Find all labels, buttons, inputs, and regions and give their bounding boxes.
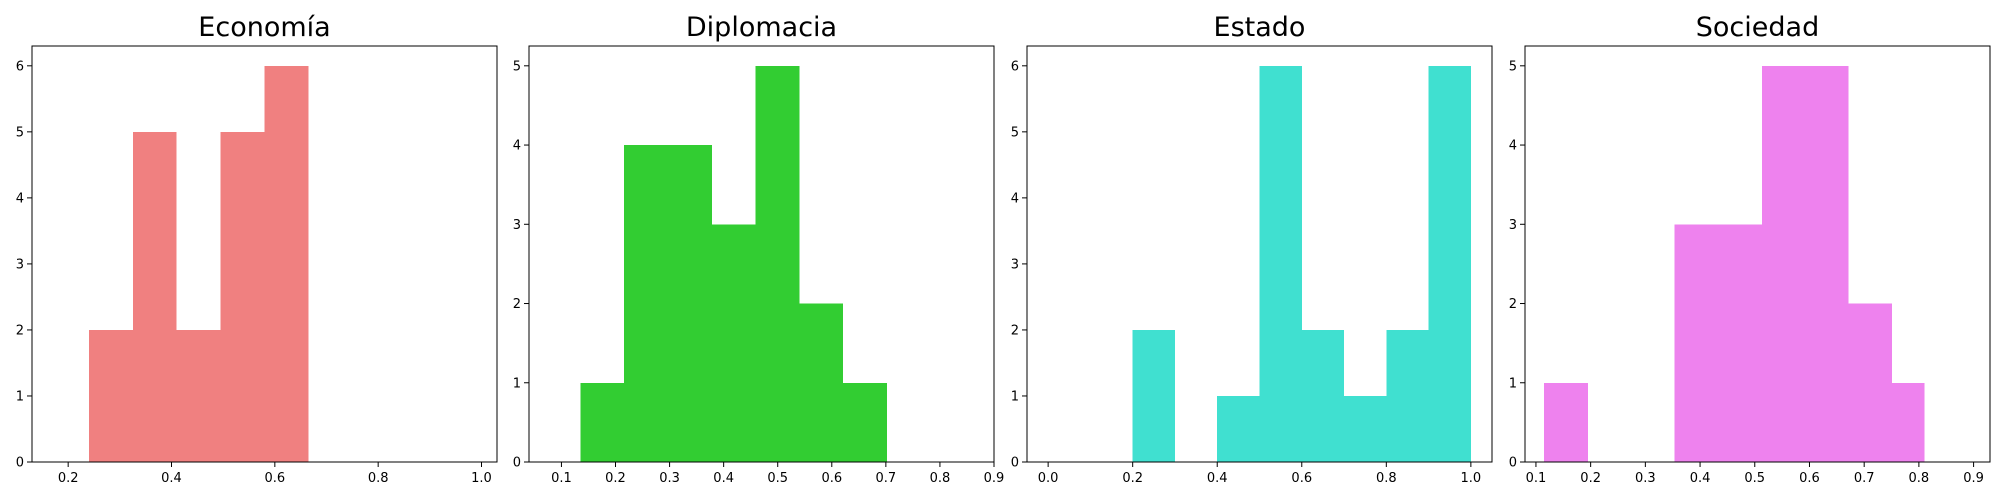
y-tick-label: 5 bbox=[16, 125, 24, 140]
chart-estado: Estado 0.0 0.2 0.4 0.6 0.8 1.0 0 1 2 3 4 5 6 bbox=[1011, 12, 1493, 486]
y-tick-label: 2 bbox=[1011, 323, 1019, 338]
x-tick-label: 0.4 bbox=[1690, 471, 1711, 486]
x-tick-label: 0.7 bbox=[876, 471, 897, 486]
histogram-bar bbox=[1217, 395, 1260, 462]
x-tick-label: 0.6 bbox=[1291, 471, 1312, 486]
x-tick-label: 0.9 bbox=[1963, 471, 1984, 486]
y-tick-label: 4 bbox=[1011, 191, 1019, 206]
histogram-bar bbox=[1761, 65, 1805, 463]
x-tick-label: 0.4 bbox=[1207, 471, 1228, 486]
y-tick-label: 6 bbox=[16, 59, 24, 74]
histogram-bar bbox=[1674, 224, 1719, 462]
histogram-bar bbox=[843, 382, 887, 462]
x-tick-label: 0.5 bbox=[767, 471, 788, 486]
x-tick-label: 0.2 bbox=[1122, 471, 1143, 486]
histogram-bar bbox=[1892, 382, 1925, 462]
y-tick-label: 1 bbox=[1509, 376, 1517, 391]
histogram-bar bbox=[667, 145, 712, 463]
y-tick-label: 3 bbox=[1011, 257, 1019, 272]
histogram-bar bbox=[132, 131, 177, 463]
y-tick-label: 0 bbox=[16, 456, 24, 471]
chart-economia: Economía 0.2 0.4 0.6 0.8 1.0 0 1 2 3 4 5 6 bbox=[16, 12, 498, 486]
x-tick-label: 0.8 bbox=[368, 471, 389, 486]
x-tick-label: 0.8 bbox=[930, 471, 951, 486]
histogram-bar bbox=[1848, 303, 1893, 462]
x-tick-label: 1.0 bbox=[471, 471, 492, 486]
x-tick-label: 0.9 bbox=[984, 471, 1005, 486]
chart-diplomacia: Diplomacia 0.1 0.2 0.3 0.4 0.5 0.6 0.7 0.8 0.9 0 1 2… bbox=[513, 12, 1005, 486]
y-tick-label: 4 bbox=[16, 191, 24, 206]
y-tick-label: 5 bbox=[1011, 125, 1019, 140]
x-tick-label: 0.8 bbox=[1376, 471, 1397, 486]
histogram-bar bbox=[1132, 329, 1175, 462]
x-tick-label: 0.3 bbox=[1635, 471, 1656, 486]
histogram-bar bbox=[624, 145, 668, 463]
histogram-bar bbox=[88, 329, 133, 462]
y-tick-label: 0 bbox=[1509, 456, 1517, 471]
y-tick-label: 4 bbox=[1509, 139, 1517, 154]
histogram-bar bbox=[1544, 382, 1588, 462]
y-tick-label: 1 bbox=[513, 376, 521, 391]
y-tick-label: 6 bbox=[1011, 59, 1019, 74]
histogram-bar bbox=[220, 131, 265, 463]
histogram-bar bbox=[1259, 65, 1302, 463]
x-tick-label: 0.8 bbox=[1909, 471, 1930, 486]
axes-frame bbox=[1524, 45, 1991, 463]
y-tick-label: 3 bbox=[1509, 218, 1517, 233]
x-tick-label: 0.2 bbox=[58, 471, 79, 486]
histogram-bar bbox=[1344, 395, 1387, 462]
chart-title: Diplomacia bbox=[686, 12, 837, 43]
y-tick-label: 1 bbox=[16, 389, 24, 404]
axes-frame bbox=[31, 45, 498, 463]
y-tick-label: 3 bbox=[16, 257, 24, 272]
x-tick-label: 0.4 bbox=[713, 471, 734, 486]
y-tick-label: 2 bbox=[16, 323, 24, 338]
x-tick-label: 0.4 bbox=[161, 471, 182, 486]
y-tick-label: 1 bbox=[1011, 389, 1019, 404]
x-tick-label: 0.6 bbox=[264, 471, 285, 486]
x-tick-label: 0.5 bbox=[1744, 471, 1765, 486]
chart-title: Sociedad bbox=[1696, 12, 1819, 43]
x-tick-label: 0.2 bbox=[605, 471, 626, 486]
y-tick-label: 2 bbox=[1509, 297, 1517, 312]
histogram-bar bbox=[1301, 329, 1345, 462]
histogram-bar bbox=[799, 303, 844, 462]
histogram-bar bbox=[711, 224, 756, 462]
y-tick-label: 0 bbox=[513, 456, 521, 471]
x-tick-label: 0.7 bbox=[1854, 471, 1875, 486]
x-tick-label: 0.6 bbox=[821, 471, 842, 486]
histogram-bar bbox=[1386, 329, 1429, 462]
histogram-bar bbox=[755, 65, 800, 463]
axes-frame bbox=[528, 45, 995, 463]
axes-frame bbox=[1026, 45, 1493, 463]
histogram-bar bbox=[1804, 65, 1849, 463]
histogram-bar bbox=[176, 329, 221, 462]
chart-sociedad: Sociedad 0.1 0.2 0.3 0.4 0.5 0.6 0.7 0.8 0.9 0 1 2 3 4… bbox=[1509, 12, 1991, 486]
x-tick-label: 0.6 bbox=[1799, 471, 1820, 486]
chart-title: Economía bbox=[198, 12, 330, 43]
y-tick-label: 5 bbox=[513, 59, 521, 74]
y-tick-label: 4 bbox=[513, 139, 521, 154]
x-tick-label: 0.1 bbox=[551, 471, 572, 486]
chart-title: Estado bbox=[1214, 12, 1306, 43]
x-tick-label: 0.3 bbox=[659, 471, 680, 486]
y-tick-label: 0 bbox=[1011, 456, 1019, 471]
histogram-bar bbox=[264, 65, 309, 463]
x-tick-label: 1.0 bbox=[1461, 471, 1482, 486]
x-tick-label: 0.2 bbox=[1580, 471, 1601, 486]
y-tick-label: 2 bbox=[513, 297, 521, 312]
histogram-bar bbox=[1428, 65, 1471, 463]
y-tick-label: 5 bbox=[1509, 59, 1517, 74]
y-tick-label: 3 bbox=[513, 218, 521, 233]
x-tick-label: 0.0 bbox=[1038, 471, 1059, 486]
histogram-bar bbox=[1718, 224, 1762, 462]
histogram-bar bbox=[580, 382, 625, 462]
x-tick-label: 0.1 bbox=[1526, 471, 1547, 486]
